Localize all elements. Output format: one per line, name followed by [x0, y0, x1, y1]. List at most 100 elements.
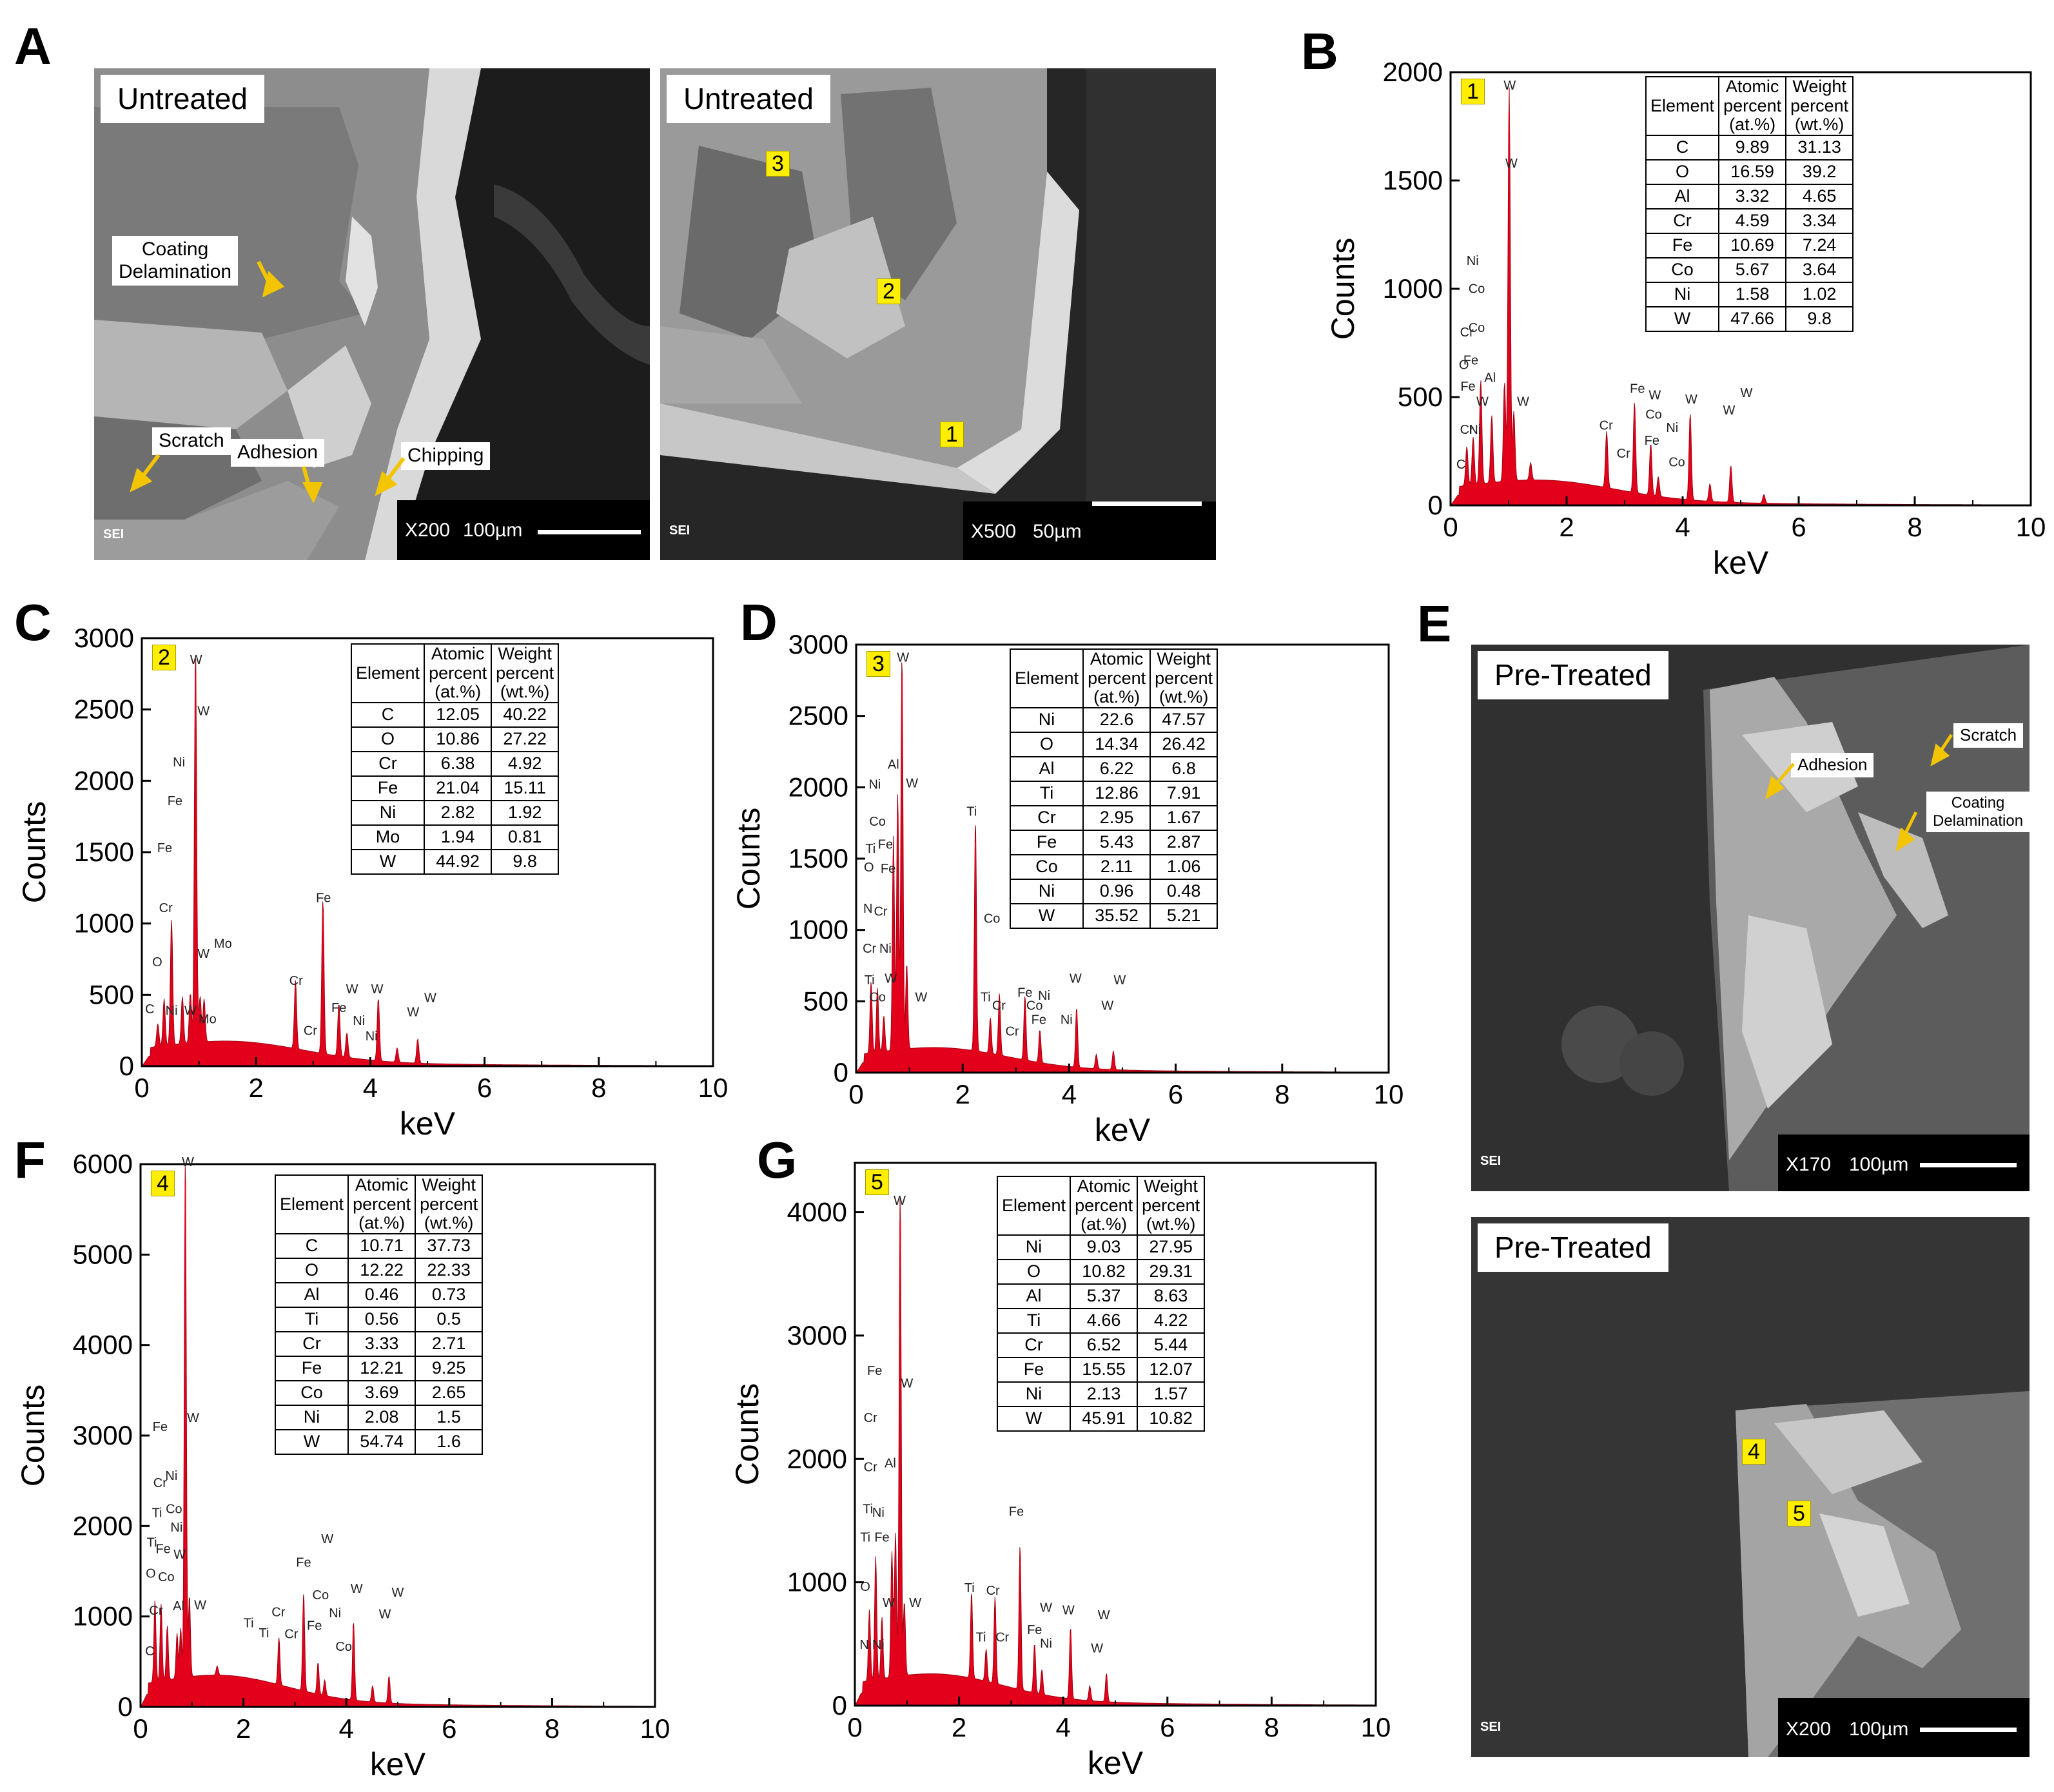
weight-cell: 4.92	[491, 751, 560, 777]
scale-bar: X200 100µm	[1778, 1698, 2030, 1757]
y-tick-label: 500	[89, 979, 134, 1009]
element-cell: Fe	[1645, 233, 1720, 259]
table-row: Ni 2.82 1.92	[350, 800, 560, 826]
table-row: Ni 2.13 1.57	[996, 1381, 1206, 1408]
y-tick-label: 1000	[74, 908, 134, 939]
weight-cell: 26.42	[1149, 732, 1218, 758]
peak-label: Ti	[863, 1502, 873, 1516]
callout-arrows	[1765, 734, 1953, 852]
sem-title: Pre-Treated	[1478, 651, 1668, 700]
atomic-cell: 10.86	[424, 726, 493, 753]
element-cell: Ti	[996, 1308, 1071, 1334]
peak-label: W	[371, 982, 384, 997]
element-cell: Co	[1009, 854, 1084, 881]
y-tick-label: 4000	[787, 1197, 847, 1227]
composition-table: Element Atomic percent (at.%) Weight perce…	[350, 643, 560, 875]
x-tick-label: 8	[591, 1073, 606, 1103]
sem-image-e-pretreated-x170: Pre-Treated Adhesion Scratch Coating Del…	[1471, 645, 2030, 1191]
element-cell: Cr	[996, 1332, 1071, 1359]
peak-label: Co	[1026, 999, 1043, 1013]
sem-title: Pre-Treated	[1478, 1223, 1668, 1272]
magnification: X500	[971, 521, 1017, 542]
atomic-cell: 10.82	[1070, 1259, 1139, 1285]
weight-cell: 2.65	[415, 1380, 484, 1407]
x-tick-label: 10	[1374, 1079, 1404, 1109]
element-cell: O	[274, 1258, 349, 1284]
weight-cell: 9.25	[415, 1356, 484, 1382]
atomic-cell: 4.59	[1718, 208, 1787, 235]
y-tick-label: 1000	[788, 915, 848, 945]
x-tick-label: 6	[442, 1713, 456, 1744]
peak-label: Ti	[259, 1626, 269, 1641]
atomic-cell: 5.43	[1082, 830, 1151, 856]
weight-cell: 9.8	[491, 849, 560, 875]
table-header-row: Element Atomic percent (at.%) Weight perce…	[1645, 75, 1854, 137]
peak-label: W	[407, 1006, 419, 1020]
weight-cell: 8.63	[1137, 1283, 1206, 1310]
peak-label: Al	[885, 1457, 896, 1471]
peak-label: Co	[1645, 408, 1662, 422]
x-tick-label: 10	[698, 1073, 729, 1103]
peak-label: Ni	[879, 942, 892, 956]
peak-label: W	[1685, 393, 1697, 407]
x-axis-label: keV	[370, 1746, 426, 1782]
peak-label: W	[1091, 1642, 1103, 1656]
scale-length: 100µm	[463, 520, 523, 541]
table-row: C 9.89 31.13	[1645, 135, 1854, 161]
y-axis-label: Counts	[1325, 238, 1361, 340]
atomic-cell: 2.13	[1070, 1381, 1139, 1408]
table-row: C 12.05 40.22	[350, 702, 560, 728]
sem-image-e-pretreated-x200: Pre-Treated 4 5 SEI X200 100µm	[1471, 1217, 2030, 1757]
scale-line	[1920, 1728, 2017, 1732]
peak-label: W	[1503, 79, 1516, 93]
peak-label: Fe	[878, 838, 893, 852]
spot-marker: 2	[152, 645, 176, 670]
peak-label: Co	[335, 1640, 352, 1654]
weight-cell: 1.06	[1149, 854, 1218, 881]
weight-cell: 7.91	[1149, 781, 1218, 807]
spot-marker-4: 4	[1742, 1439, 1766, 1465]
table-row: O 10.86 27.22	[350, 726, 560, 753]
peak-label: W	[915, 990, 927, 1004]
y-tick-label: 2500	[74, 694, 134, 725]
table-header-weight: Weight percent (wt.%)	[415, 1174, 484, 1235]
y-tick-label: 2500	[788, 701, 848, 731]
table-header-atomic: Atomic percent (at.%)	[424, 643, 493, 704]
x-tick-label: 6	[477, 1073, 492, 1103]
x-tick-label: 2	[955, 1079, 970, 1109]
sei-label: SEI	[1480, 1720, 1501, 1734]
peak-label: Ti	[966, 805, 977, 819]
element-cell: Ni	[1645, 282, 1720, 308]
peak-label: Cr	[304, 1024, 317, 1038]
peak-label: Co	[1469, 282, 1485, 297]
table-row: W 45.91 10.82	[996, 1406, 1206, 1432]
table-row: C 10.71 37.73	[274, 1233, 484, 1260]
peak-label: Co	[166, 1503, 182, 1517]
x-tick-label: 4	[363, 1073, 378, 1103]
table-row: Ni 0.96 0.48	[1009, 879, 1218, 905]
peak-label: Co	[158, 1570, 175, 1584]
peak-label: Ti	[865, 842, 875, 856]
table-row: W 44.92 9.8	[350, 849, 560, 875]
element-cell: Ni	[996, 1381, 1071, 1408]
y-tick-label: 0	[118, 1691, 133, 1722]
peak-label: O	[152, 955, 162, 969]
callout-coating-delamination: Coating Delamination	[1926, 792, 2030, 833]
callout-scratch: Scratch	[1953, 723, 2024, 748]
peak-label: Ti	[244, 1617, 254, 1631]
y-tick-label: 0	[834, 1057, 848, 1087]
x-tick-label: 0	[848, 1079, 863, 1109]
peak-label: W	[1517, 394, 1529, 409]
peak-label: Ni	[868, 778, 881, 792]
panel-letter-f: F	[14, 1131, 46, 1189]
table-row: Ti 4.66 4.22	[996, 1308, 1206, 1334]
table-row: Al 3.32 4.65	[1645, 184, 1854, 210]
spot-marker-3: 3	[766, 151, 790, 177]
y-tick-label: 500	[803, 986, 848, 1016]
peak-label: Cr	[864, 1460, 877, 1474]
peak-label: Ni	[166, 1004, 178, 1018]
peak-label: W	[1648, 388, 1661, 402]
y-tick-label: 1500	[1383, 165, 1443, 195]
peak-label: W	[182, 1155, 194, 1169]
peak-label: Cr	[153, 1476, 167, 1490]
